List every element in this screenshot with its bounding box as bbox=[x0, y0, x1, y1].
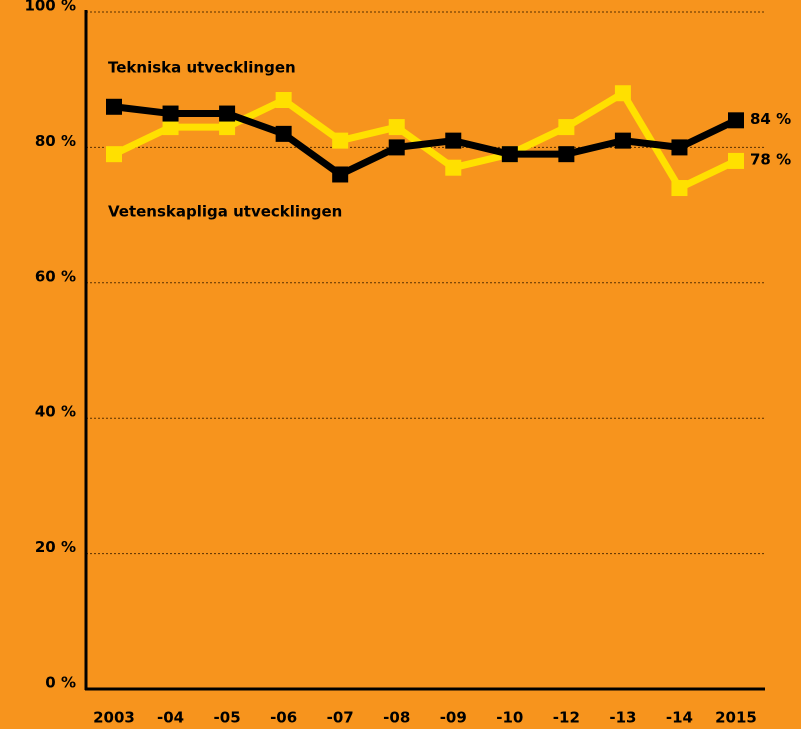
data-point bbox=[332, 166, 349, 183]
y-tick-label: 80 % bbox=[35, 132, 76, 150]
data-point bbox=[219, 105, 236, 122]
x-tick-label: -05 bbox=[214, 709, 241, 727]
x-tick-label: -14 bbox=[666, 709, 693, 727]
x-tick-label: -06 bbox=[270, 709, 297, 727]
x-tick-label: 2015 bbox=[715, 709, 757, 727]
x-tick-label: -10 bbox=[496, 709, 523, 727]
data-point bbox=[671, 180, 688, 197]
data-point bbox=[728, 152, 744, 169]
data-point bbox=[558, 119, 575, 136]
y-tick-label: 20 % bbox=[35, 538, 76, 556]
x-tick-label: -04 bbox=[157, 709, 184, 727]
x-tick-label: -09 bbox=[440, 709, 467, 727]
x-tick-label: -12 bbox=[553, 709, 580, 727]
data-point bbox=[106, 146, 122, 163]
data-point bbox=[332, 132, 349, 149]
series-line bbox=[113, 103, 738, 179]
data-point bbox=[106, 98, 122, 115]
data-point bbox=[728, 112, 744, 129]
series-name: Vetenskapliga utvecklingen bbox=[108, 203, 342, 221]
data-point bbox=[614, 132, 631, 149]
y-tick-label: 100 % bbox=[24, 0, 76, 15]
x-tick-label: -13 bbox=[609, 709, 636, 727]
data-point bbox=[558, 146, 575, 163]
x-tick-label: -07 bbox=[327, 709, 354, 727]
x-tick-label: 2003 bbox=[93, 709, 135, 727]
value-label: 78 % bbox=[750, 150, 791, 168]
y-tick-label: 60 % bbox=[35, 267, 76, 285]
data-point bbox=[445, 132, 462, 149]
series-name: Tekniska utvecklingen bbox=[108, 59, 296, 77]
data-point bbox=[275, 125, 292, 142]
value-label: 84 % bbox=[750, 110, 791, 128]
x-tick-label: -08 bbox=[383, 709, 410, 727]
data-point bbox=[219, 119, 236, 136]
y-tick-label: 40 % bbox=[35, 403, 76, 421]
data-point bbox=[162, 119, 179, 136]
data-point bbox=[501, 146, 518, 163]
data-point bbox=[162, 105, 179, 122]
data-point bbox=[388, 139, 405, 156]
data-point bbox=[445, 159, 462, 176]
data-point bbox=[275, 92, 292, 109]
data-point bbox=[388, 119, 405, 136]
y-tick-label: 0 % bbox=[45, 674, 76, 692]
data-point bbox=[671, 139, 688, 156]
data-point bbox=[614, 85, 631, 102]
